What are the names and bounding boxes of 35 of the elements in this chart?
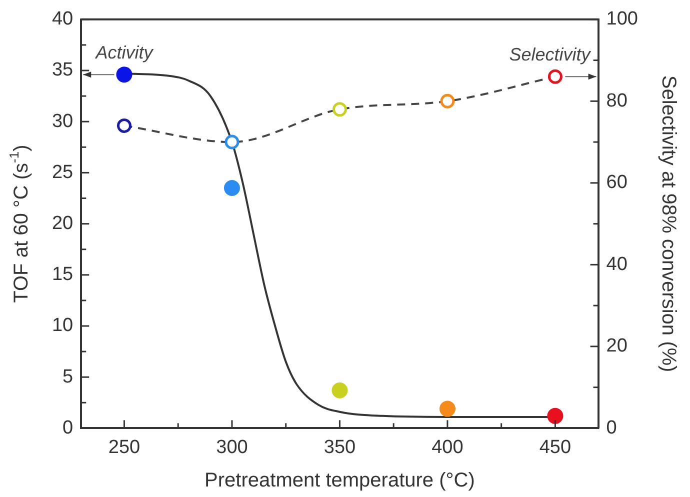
point — [548, 69, 562, 84]
y-tick-label: 30 — [52, 110, 74, 132]
x-axis-title: Pretreatment temperature (°C) — [204, 470, 475, 492]
y2-tick-label: 20 — [606, 336, 628, 357]
point — [332, 382, 348, 398]
point — [547, 408, 564, 424]
y-tick-label: 35 — [52, 60, 74, 81]
y-tick-label: 5 — [62, 366, 74, 388]
x-tick-label: 400 — [432, 436, 464, 458]
y-axis-title: TOF at 60 °C (s-1) — [6, 144, 33, 303]
point — [116, 66, 132, 83]
x-tick-label: 300 — [216, 436, 248, 458]
x-tick-label: 450 — [539, 436, 572, 458]
x-tick-label: 250 — [108, 436, 140, 458]
point — [440, 94, 455, 108]
point — [332, 102, 347, 117]
annotation: Activity — [94, 42, 154, 63]
y2-tick-label: 80 — [606, 90, 628, 112]
y-tick-label: 0 — [62, 417, 74, 438]
point — [439, 400, 456, 417]
y-tick-label: 15 — [52, 264, 74, 286]
y2-tick-label: 100 — [606, 8, 638, 30]
point — [116, 118, 132, 133]
y-tick-label: 20 — [52, 213, 74, 234]
annotation: Selectivity — [509, 44, 592, 65]
point — [224, 134, 240, 150]
y-tick-label: 25 — [52, 162, 74, 183]
y2-axis-title: Selectivity at 98% conversion (%) — [657, 75, 680, 372]
y2-tick-label: 60 — [606, 172, 628, 194]
y-tick-label: 10 — [52, 315, 74, 336]
point — [224, 180, 240, 196]
x-tick-label: 350 — [324, 436, 356, 458]
y-tick-label: 40 — [52, 8, 74, 30]
y2-tick-label: 40 — [606, 254, 628, 275]
y2-tick-label: 0 — [606, 417, 617, 438]
